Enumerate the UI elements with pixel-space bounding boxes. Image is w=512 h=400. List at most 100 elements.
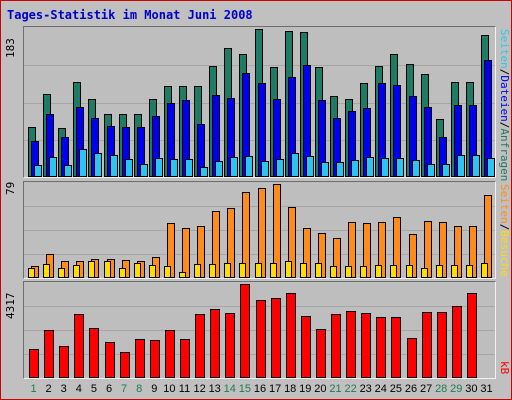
legend-seiten: Seiten <box>498 184 511 224</box>
day-label: 1 <box>30 383 37 395</box>
day-label: 13 <box>208 383 221 395</box>
kb-bar <box>285 293 296 378</box>
seiten-bar <box>242 192 251 278</box>
besuche-bar <box>28 268 35 278</box>
kb-bar <box>195 314 206 378</box>
mid-panel-max-label: 79 <box>4 181 17 195</box>
seiten-bar <box>426 164 435 177</box>
besuche-bar <box>88 261 96 278</box>
day-label: 25 <box>389 383 403 395</box>
seiten-bar <box>200 167 209 177</box>
besuche-bar <box>43 264 51 278</box>
besuche-bar <box>163 266 171 278</box>
kb-bar <box>74 314 85 378</box>
day-label: 4 <box>75 383 82 395</box>
kb-bar <box>361 313 372 378</box>
legend-dateien: Dateien <box>498 75 511 122</box>
day-label: 19 <box>299 383 312 395</box>
seiten-bar <box>139 164 148 177</box>
besuche-bar <box>73 265 81 278</box>
seiten-bar <box>245 156 254 177</box>
legend-anfragen: Anfragen <box>498 128 511 182</box>
seiten-bar <box>185 159 193 177</box>
seiten-bar <box>166 223 175 278</box>
kb-bar <box>29 349 39 378</box>
kb-bar <box>44 330 55 378</box>
besuche-bar <box>330 266 337 278</box>
seiten-bar <box>260 161 269 177</box>
seiten-bar <box>227 208 236 278</box>
seiten-bar <box>484 195 492 278</box>
besuche-bar <box>269 263 277 278</box>
kb-bar <box>376 317 387 378</box>
seiten-bar <box>230 157 239 177</box>
besuche-bar <box>118 268 126 278</box>
day-label: 3 <box>60 383 67 395</box>
hits-files-pages-chart <box>23 26 496 178</box>
day-label: 20 <box>314 383 327 395</box>
besuche-bar <box>179 272 186 278</box>
seiten-bar <box>393 217 402 278</box>
besuche-bar <box>224 263 232 278</box>
top-panel-legend: Seiten/Dateien/Anfragen <box>498 29 511 181</box>
seiten-bar <box>212 211 221 278</box>
kb-bar <box>119 352 130 378</box>
bottom-panel-max-label: 4317 <box>4 292 17 320</box>
seiten-bar <box>336 162 344 177</box>
besuche-bar <box>450 265 458 278</box>
seiten-bar <box>290 153 299 177</box>
kb-bar <box>240 284 251 378</box>
seiten-bar <box>408 234 417 278</box>
mid-panel-legend: Seiten/Besuche <box>498 184 511 277</box>
legend-besuche: Besuche <box>498 230 511 277</box>
seiten-bar <box>272 184 281 278</box>
legend-kb: kB <box>498 361 511 375</box>
seiten-bar <box>257 188 266 278</box>
legend-seiten: Seiten <box>498 29 511 69</box>
besuche-bar <box>435 265 443 278</box>
day-label: 9 <box>151 383 158 395</box>
day-label: 7 <box>121 383 128 395</box>
kb-bar <box>89 328 100 378</box>
seiten-bar <box>396 158 405 177</box>
seiten-bar <box>64 165 73 177</box>
day-label: 12 <box>193 383 206 395</box>
seiten-bar <box>468 226 477 278</box>
day-label: 14 <box>223 383 236 395</box>
seiten-bar <box>378 222 387 278</box>
day-label: 17 <box>268 383 282 395</box>
seiten-bar <box>317 233 326 278</box>
kb-bar <box>346 311 357 378</box>
day-label: 26 <box>404 383 418 395</box>
kb-bar <box>315 329 326 378</box>
kb-bar <box>210 309 221 378</box>
bottom-panel-legend: kB <box>498 361 511 374</box>
seiten-bar <box>109 155 118 177</box>
besuche-bar <box>209 264 217 278</box>
kb-bar <box>225 313 236 378</box>
besuche-bar <box>284 261 292 278</box>
seiten-bar <box>363 223 372 278</box>
seiten-bar <box>320 162 329 177</box>
seiten-bar <box>34 165 42 177</box>
kb-bar <box>59 346 70 378</box>
seiten-bar <box>351 160 360 177</box>
besuche-bar <box>420 268 428 278</box>
day-label: 24 <box>374 383 387 395</box>
day-label: 5 <box>90 383 97 395</box>
day-label: 23 <box>359 383 372 395</box>
seiten-bar <box>438 222 447 278</box>
seiten-bar <box>381 158 390 177</box>
seiten-bar <box>287 207 296 278</box>
seiten-bar <box>79 149 88 177</box>
kb-bar <box>421 312 432 378</box>
day-label: 18 <box>284 383 297 395</box>
day-label: 16 <box>253 383 267 395</box>
day-label: 30 <box>465 383 478 395</box>
kb-bar <box>331 314 341 378</box>
day-label: 11 <box>178 383 191 395</box>
visits-pages-chart <box>23 181 496 279</box>
besuche-bar <box>465 265 473 278</box>
kb-bar <box>104 342 115 378</box>
day-label: 15 <box>238 383 252 395</box>
